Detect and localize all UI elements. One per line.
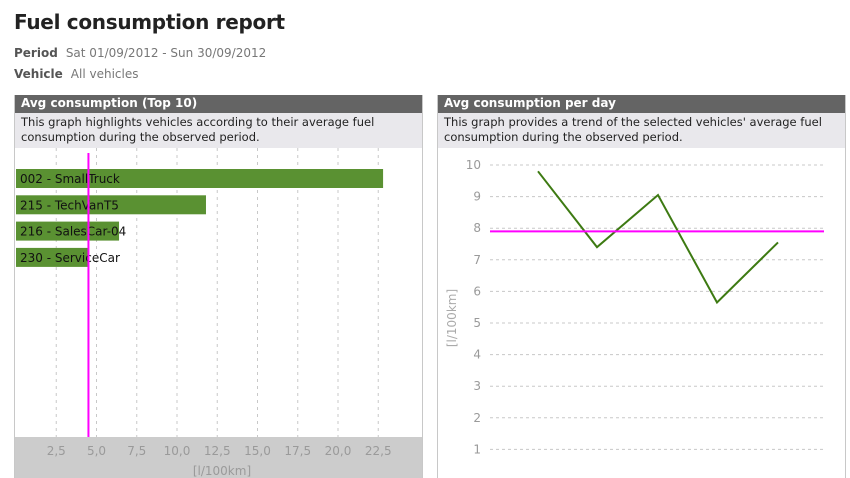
y-tick-label: 10 [466, 158, 481, 172]
x-tick-label: 22,5 [365, 444, 392, 458]
x-tick-label: 20,0 [325, 444, 352, 458]
panel-title: Avg consumption (Top 10) [15, 95, 422, 113]
bar-label: 230 - ServiceCar [20, 251, 120, 265]
y-tick-label: 2 [473, 411, 481, 425]
trend-line [537, 170, 779, 305]
panel-top10: Avg consumption (Top 10) This graph high… [14, 95, 423, 478]
period-label: Period [14, 46, 58, 60]
line-chart: 1 2 3 4 5 6 7 8 9 10 [l/100km] [445, 158, 824, 456]
y-tick-label: 9 [473, 190, 481, 204]
bar [16, 169, 384, 188]
bar-label: 215 - TechVanT5 [20, 198, 119, 212]
period-row: Period Sat 01/09/2012 - Sun 30/09/2012 [14, 46, 266, 60]
bar [16, 221, 120, 241]
x-tick-label: 17,5 [284, 444, 311, 458]
desc-line: consumption during the observed period. [444, 130, 683, 144]
x-tick-label: 7,5 [127, 444, 146, 458]
page-title: Fuel consumption report [14, 10, 285, 34]
x-tick-label: 12,5 [204, 444, 231, 458]
bar [16, 195, 206, 215]
x-axis-band [15, 437, 422, 478]
period-value: Sat 01/09/2012 - Sun 30/09/2012 [65, 46, 267, 60]
vehicle-label: Vehicle [14, 67, 63, 81]
bar-label: 002 - SmallTruck [20, 172, 120, 186]
desc-line: consumption during the observed period. [21, 130, 260, 144]
panel-description: This graph highlights vehicles according… [15, 113, 422, 148]
x-tick-label: 15,0 [244, 444, 271, 458]
vehicle-value: All vehicles [70, 67, 139, 81]
y-tick-label: 8 [473, 221, 481, 235]
y-axis-label: [l/100km] [445, 289, 459, 347]
y-tick-label: 4 [473, 348, 481, 362]
x-tick-label: 2,5 [47, 444, 66, 458]
y-tick-label: 3 [473, 379, 481, 393]
x-tick-label: 10,0 [164, 444, 191, 458]
panel-description: This graph provides a trend of the selec… [438, 113, 845, 148]
panel-title: Avg consumption per day [438, 95, 845, 113]
y-tick-label: 5 [473, 316, 481, 330]
x-axis-label: [l/100km] [193, 464, 251, 478]
vehicle-row: Vehicle All vehicles [14, 67, 138, 81]
x-tick-label: 5,0 [87, 444, 106, 458]
desc-line: This graph highlights vehicles according… [21, 115, 375, 129]
bar-chart: 2,5 5,0 7,5 10,0 12,5 15,0 17,5 20,0 22,5 [l/100k… [15, 148, 422, 478]
y-tick-label: 6 [473, 284, 481, 298]
bar-label: 216 - SalesCar-04 [20, 225, 126, 239]
panel-per-day: Avg consumption per day This graph provi… [437, 95, 846, 478]
bar [16, 247, 89, 267]
desc-line: This graph provides a trend of the selec… [444, 115, 822, 129]
y-tick-label: 7 [473, 253, 481, 267]
y-tick-label: 1 [473, 442, 481, 456]
